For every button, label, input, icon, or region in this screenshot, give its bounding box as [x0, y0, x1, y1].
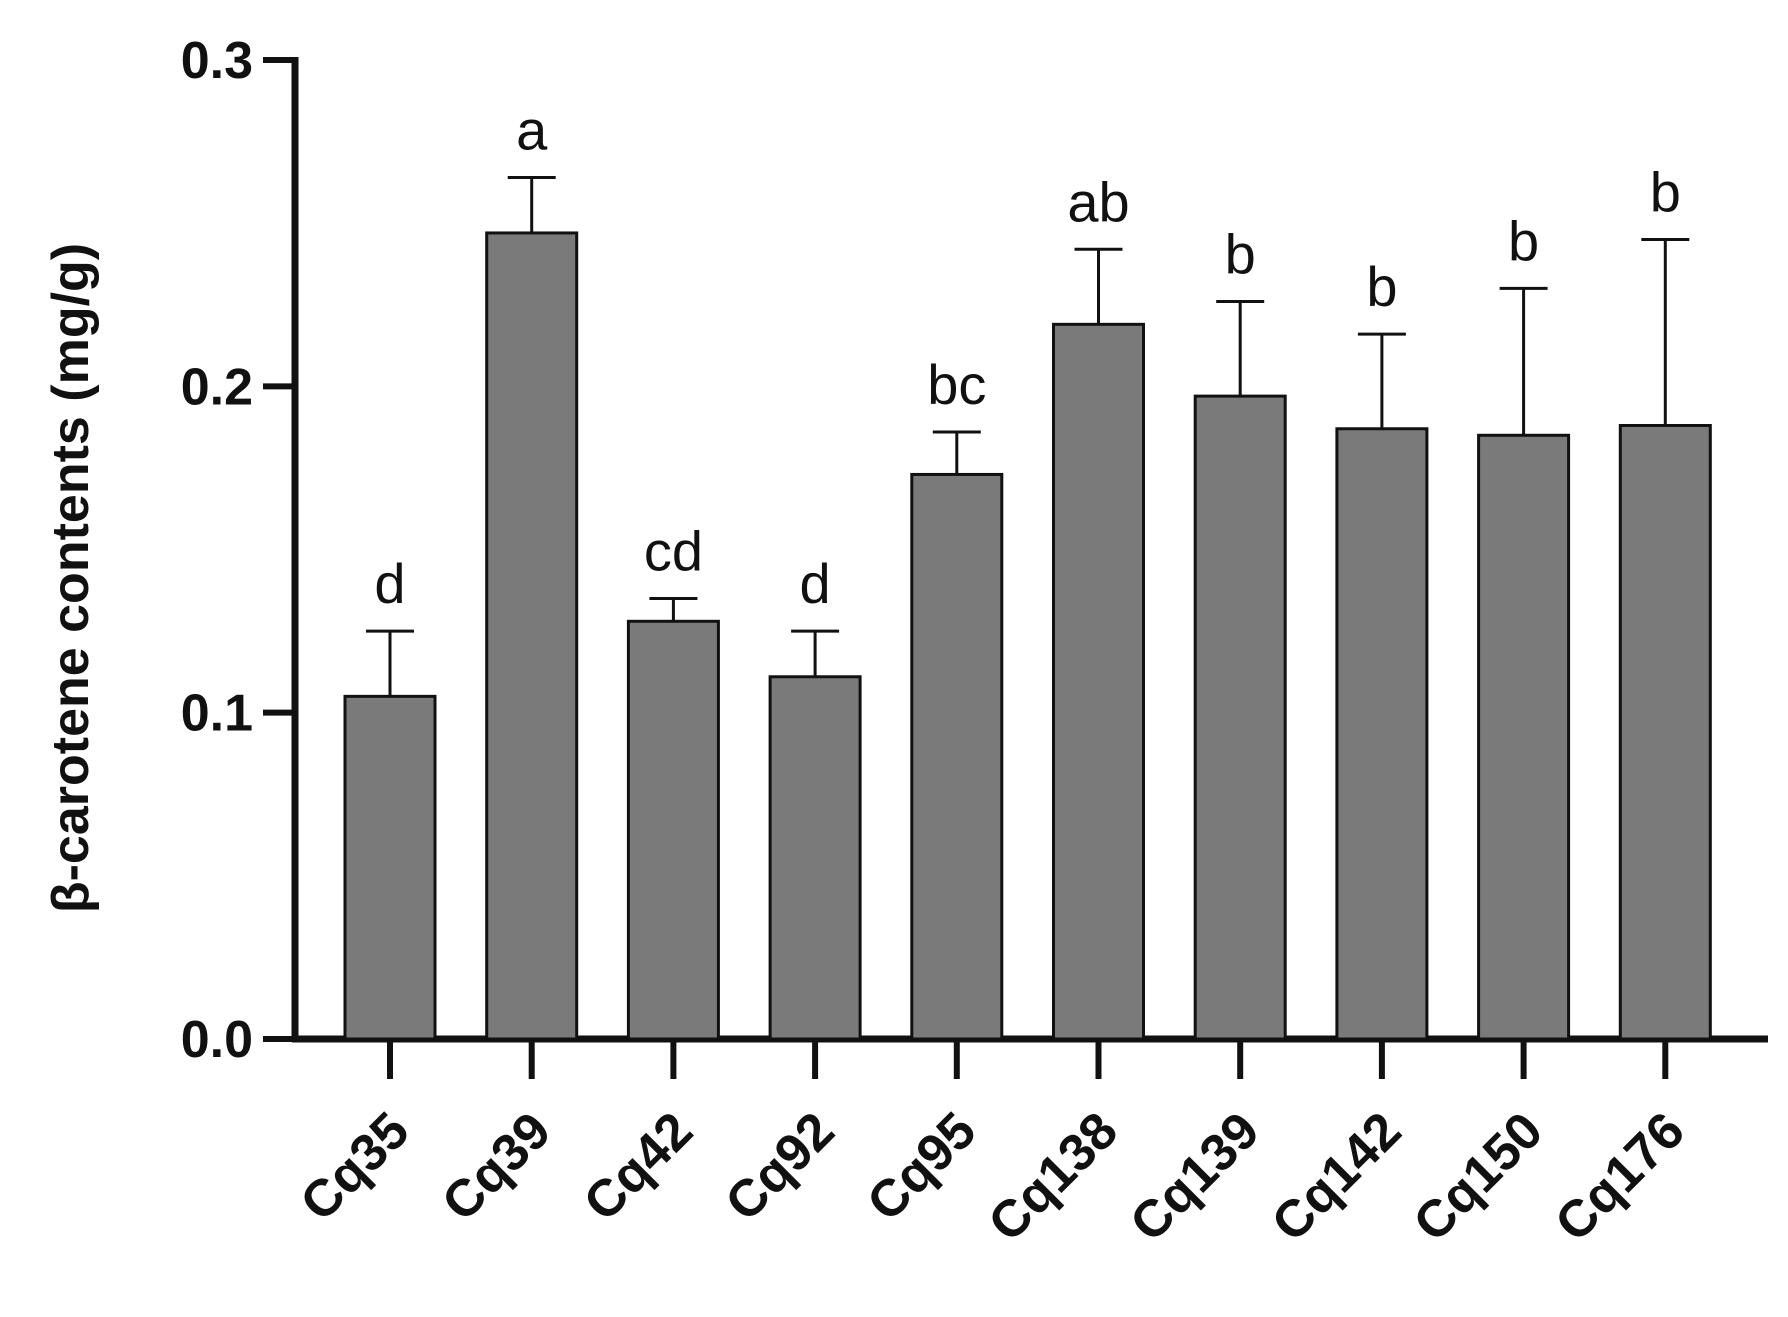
- x-tick-label: Cq95: [856, 1101, 987, 1232]
- x-tick-label: Cq35: [290, 1101, 421, 1232]
- significance-label: d: [374, 552, 405, 615]
- bar-cq150: [1477, 433, 1571, 1041]
- x-tick-label: Cq42: [573, 1101, 704, 1232]
- bar-cq92: [768, 675, 862, 1041]
- y-axis-label: β-carotene contents (mg/g): [42, 243, 100, 913]
- x-tick-label: Cq142: [1261, 1101, 1412, 1252]
- bar-cq138: [1052, 322, 1145, 1041]
- bar-cq142: [1335, 427, 1429, 1041]
- bar-cq95: [910, 472, 1004, 1041]
- significance-label: cd: [644, 519, 703, 582]
- y-tick-label: 0.2: [181, 358, 253, 416]
- significance-label: d: [800, 552, 831, 615]
- significance-label: b: [1508, 209, 1539, 272]
- bar-cq35: [343, 694, 437, 1041]
- x-tick-label: Cq138: [978, 1101, 1129, 1252]
- x-tick-label: Cq92: [715, 1101, 846, 1232]
- bar-cq139: [1193, 394, 1287, 1041]
- bar-cq176: [1618, 423, 1712, 1041]
- plot-area: 0.0 0.1 0.2 0.3 d Cq35 a Cq39 cd Cq42 d Cq92 bc Cq95 a…: [181, 32, 1768, 1253]
- x-tick-label: Cq150: [1403, 1101, 1554, 1252]
- bar-cq42: [626, 619, 720, 1041]
- bar-cq39: [485, 231, 579, 1041]
- significance-label: ab: [1067, 170, 1129, 233]
- y-tick-label: 0.1: [181, 685, 253, 743]
- x-tick-label: Cq39: [431, 1101, 562, 1232]
- x-tick-label: Cq139: [1119, 1101, 1270, 1252]
- significance-label: b: [1366, 255, 1397, 318]
- significance-label: b: [1225, 222, 1256, 285]
- y-tick-label: 0.3: [181, 32, 253, 90]
- significance-label: b: [1650, 160, 1681, 223]
- significance-label: a: [516, 98, 548, 161]
- x-tick-label: Cq176: [1544, 1101, 1695, 1252]
- y-tick-label: 0.0: [181, 1011, 253, 1069]
- significance-label: bc: [927, 353, 986, 416]
